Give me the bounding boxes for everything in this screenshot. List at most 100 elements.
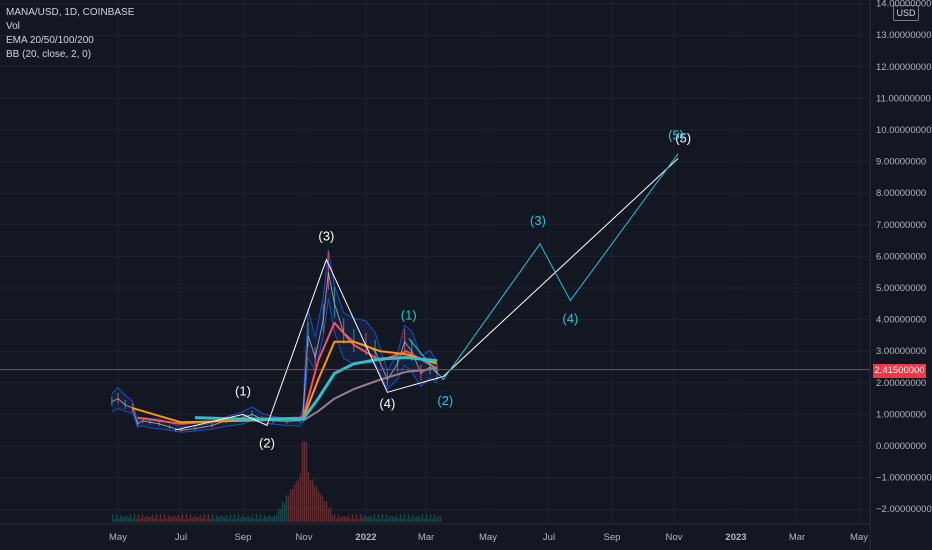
volume-bar xyxy=(431,518,434,522)
x-tick-label: Sep xyxy=(235,532,252,543)
volume-bar xyxy=(353,518,356,522)
volume-bar xyxy=(363,515,366,522)
volume-bar xyxy=(371,517,374,522)
volume-bar xyxy=(139,518,142,522)
volume-bar xyxy=(117,518,120,522)
volume-bar xyxy=(305,442,308,522)
bollinger-band-fill xyxy=(111,249,438,433)
legend-symbol-title[interactable]: MANA/USD, 1D, COINBASE xyxy=(6,7,135,18)
volume-bar xyxy=(133,514,136,522)
volume-bar xyxy=(287,496,290,522)
volume-bar xyxy=(181,514,184,522)
volume-bar xyxy=(423,518,426,522)
volume-bar xyxy=(437,515,440,522)
volume-bar xyxy=(325,501,328,522)
volume-bar xyxy=(293,484,296,522)
projection-label: (2) xyxy=(437,393,453,408)
volume-bar xyxy=(239,518,242,522)
volume-bar xyxy=(131,518,134,522)
volume-bar xyxy=(231,518,234,522)
volume-bar xyxy=(339,517,342,522)
volume-bar xyxy=(213,518,216,522)
volume-bar xyxy=(127,517,130,522)
volume-bar xyxy=(227,518,230,522)
volume-bar xyxy=(429,514,432,522)
volume-bar xyxy=(251,514,254,522)
wave-count-line xyxy=(174,158,679,431)
volume-bar xyxy=(391,516,394,522)
volume-bar xyxy=(141,514,144,522)
volume-bar xyxy=(113,518,116,522)
volume-bar xyxy=(193,515,196,522)
volume-bar xyxy=(119,515,122,522)
x-tick-label: Mar xyxy=(418,532,434,543)
volume-bar xyxy=(399,514,402,522)
volume-bar xyxy=(389,515,392,522)
x-tick-label: May xyxy=(850,532,868,543)
volume-bar xyxy=(165,518,168,522)
volume-bar xyxy=(125,515,128,522)
volume-bar xyxy=(405,518,408,522)
volume-bar xyxy=(167,515,170,522)
volume-bar xyxy=(381,514,384,522)
volume-bar xyxy=(421,514,424,522)
x-tick-label: Nov xyxy=(296,532,313,543)
volume-bar xyxy=(237,514,240,522)
volume-bar xyxy=(351,514,354,522)
legend-ema[interactable]: EMA 20/50/100/200 xyxy=(6,35,94,46)
volume-bar xyxy=(137,514,140,522)
volume-bar xyxy=(225,515,228,522)
x-tick-label: Mar xyxy=(789,532,805,543)
volume-bar xyxy=(199,515,202,522)
volume-bar xyxy=(415,516,418,522)
volume-bar xyxy=(393,517,396,522)
volume-bar xyxy=(435,517,438,522)
volume-bar xyxy=(307,472,310,522)
volume-bar xyxy=(269,516,272,522)
volume-bar xyxy=(407,514,410,522)
volume-bar xyxy=(317,490,320,522)
volume-bar xyxy=(243,517,246,522)
volume-bar xyxy=(209,518,212,522)
volume-bar xyxy=(215,514,218,522)
volume-bar xyxy=(291,488,294,522)
currency-badge[interactable]: USD xyxy=(893,5,919,21)
volume-bar xyxy=(191,518,194,522)
y-tick-label: −2.00000000 xyxy=(876,504,932,515)
volume-bar xyxy=(135,518,138,522)
volume-bar xyxy=(379,518,382,522)
y-tick-label: 3.00000000 xyxy=(876,346,926,357)
volume-bar xyxy=(173,516,176,522)
volume-bar xyxy=(281,501,284,522)
volume-bar xyxy=(425,514,428,522)
volume-bar xyxy=(111,514,114,522)
volume-bar xyxy=(329,507,332,522)
volume-bar xyxy=(207,514,210,522)
y-tick-label: 9.00000000 xyxy=(876,157,926,168)
x-tick-label: Nov xyxy=(666,532,683,543)
y-tick-label: 4.00000000 xyxy=(876,315,926,326)
volume-bar xyxy=(201,517,204,522)
y-tick-label: 13.00000000 xyxy=(876,30,931,41)
legend-bollinger[interactable]: BB (20, close, 2, 0) xyxy=(6,49,92,60)
x-tick-label: Sep xyxy=(604,532,621,543)
volume-bar xyxy=(189,514,192,522)
volume-bar xyxy=(335,518,338,522)
volume-bar xyxy=(145,515,148,522)
last-price-tag: 2.41500000 xyxy=(873,364,926,378)
volume-bar xyxy=(179,518,182,522)
volume-bar xyxy=(219,516,222,522)
volume-bar xyxy=(301,442,304,522)
volume-bar xyxy=(185,514,188,522)
volume-bar xyxy=(223,517,226,522)
volume-bar xyxy=(289,489,292,522)
volume-bar xyxy=(273,515,276,522)
volume-bar xyxy=(265,517,268,522)
legend-volume[interactable]: Vol xyxy=(6,21,20,32)
volume-bar xyxy=(151,515,154,522)
volume-bar xyxy=(359,514,362,522)
wave-label: (4) xyxy=(379,396,395,411)
volume-bar xyxy=(169,517,172,522)
volume-bar xyxy=(123,516,126,522)
